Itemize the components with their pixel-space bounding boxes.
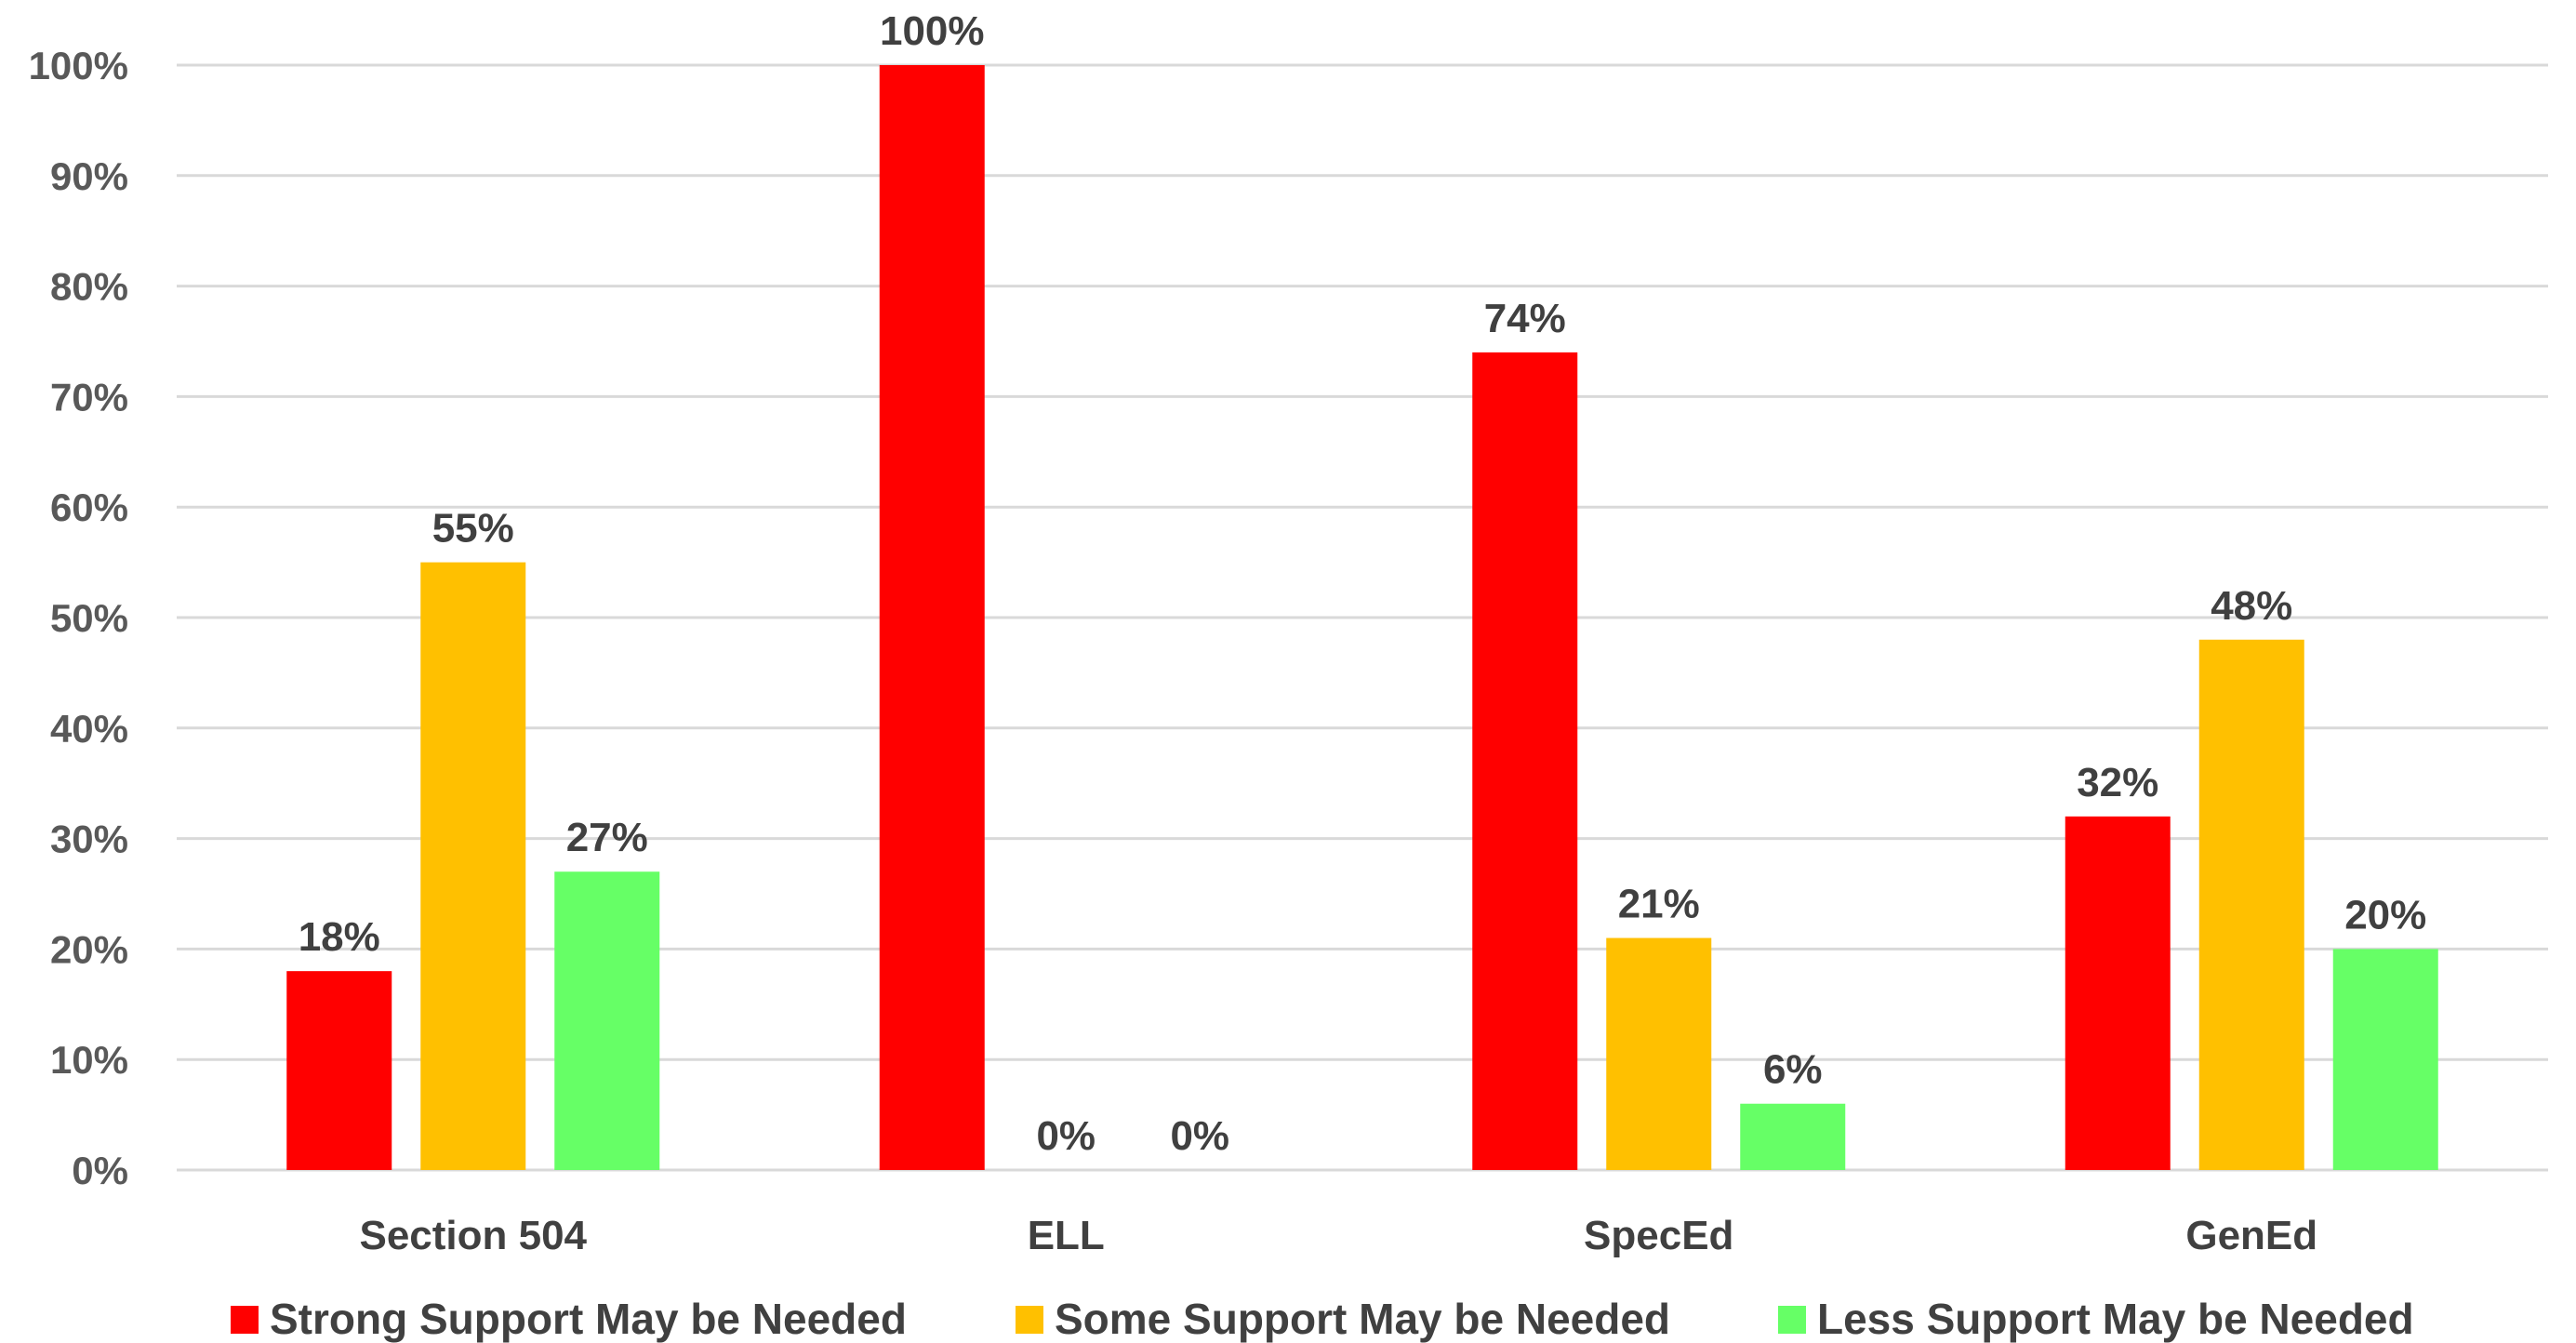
data-label: 48% [2211,583,2292,629]
x-tick-label: GenEd [2185,1213,2317,1258]
y-axis-ticks: 0% 10% 20% 30% 40% 50% 60% 70% 80% 90% 100% [29,44,128,1192]
data-label: 27% [566,815,648,860]
y-tick-label: 0% [72,1149,128,1192]
legend-swatch [231,1306,259,1334]
y-tick-label: 10% [50,1038,128,1082]
y-tick-label: 80% [50,265,128,309]
x-axis-ticks: Section 504 ELL SpecEd GenEd [359,1213,2317,1258]
y-tick-label: 70% [50,375,128,419]
bar [2065,816,2171,1170]
y-tick-label: 30% [50,818,128,861]
x-tick-label: ELL [1028,1213,1105,1258]
data-label: 21% [1618,882,1700,927]
bar [286,971,392,1170]
y-tick-label: 20% [50,927,128,971]
bar [2198,639,2304,1170]
chart-bars [286,65,2438,1170]
bar [420,562,526,1170]
x-tick-label: Section 504 [359,1213,587,1258]
bar [2332,949,2438,1170]
data-label: 20% [2344,892,2426,937]
y-tick-label: 50% [50,596,128,640]
legend-label: Some Support May be Needed [1055,1295,1670,1343]
data-labels: 18% 55% 27% 100% 0% 0% 74% 21% 6% 32% 48% 20% [299,8,2427,1159]
chart-gridlines [177,63,2548,1172]
y-tick-label: 60% [50,485,128,529]
data-label: 55% [432,506,514,552]
data-label: 18% [299,914,380,960]
y-tick-label: 40% [50,707,128,751]
legend-swatch [1778,1306,1806,1334]
data-label: 74% [1484,296,1566,341]
data-label: 0% [1036,1113,1095,1159]
bar [1472,352,1578,1170]
legend-label: Less Support May be Needed [1817,1295,2414,1343]
x-tick-label: SpecEd [1584,1213,1733,1258]
legend-swatch [1016,1306,1043,1334]
bar [554,871,660,1170]
y-tick-label: 90% [50,154,128,198]
legend: Strong Support May be Needed Some Support… [231,1295,2414,1343]
legend-label: Strong Support May be Needed [270,1295,907,1343]
data-label: 100% [880,8,985,54]
bar [879,65,985,1170]
data-label: 0% [1170,1113,1229,1159]
bar [1740,1103,1846,1170]
data-label: 6% [1763,1047,1823,1093]
data-label: 32% [2077,760,2158,805]
bar [1606,937,1712,1170]
y-tick-label: 100% [29,44,128,87]
